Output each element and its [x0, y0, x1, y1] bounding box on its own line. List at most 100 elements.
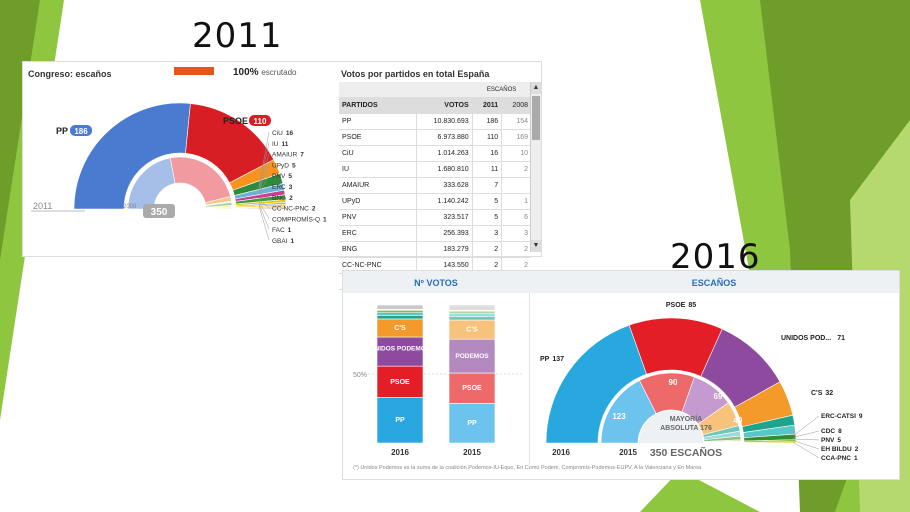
scrollbar-thumb[interactable] — [532, 96, 540, 140]
leader-line — [792, 415, 820, 437]
panel-2016: Nº VOTOS ESCAÑOS 50% PP PSOE UNIDOS PODEMOS… — [342, 270, 900, 480]
table-row: ERC 256.393 3 3 — [339, 225, 531, 242]
leader-line — [258, 153, 270, 191]
cell-seats-2008: 2 — [501, 241, 531, 258]
scrutiny-value: 100% — [233, 67, 259, 78]
seat-badge — [249, 115, 271, 126]
cell-seats-2008: 3 — [501, 225, 531, 242]
cell-votes: 10.830.693 — [415, 113, 473, 130]
outer-label-party: PSOE — [666, 302, 686, 309]
side-label: UPyD 5 — [272, 162, 296, 169]
leader-line — [258, 131, 270, 187]
table-row: PNV 323.517 5 6 — [339, 209, 531, 226]
segment-label: C'S — [466, 327, 478, 334]
outer-label-seats: 32 — [825, 390, 833, 397]
cell-seats-2008: 10 — [501, 145, 531, 162]
outer-label-party: PSOE — [223, 116, 248, 126]
cell-seats-2011: 186 — [471, 113, 502, 130]
segment-label: PP — [395, 417, 405, 424]
cell-seats-2008: 2 — [501, 161, 531, 178]
cell-votes: 6.973.880 — [415, 129, 473, 146]
leader-line — [792, 430, 820, 438]
side-label-party: FAC — [272, 227, 285, 234]
outer-seat-label: PP 137 — [540, 356, 564, 363]
segment-label: UNIDOS PODEMOS — [370, 346, 431, 353]
leader-line — [258, 205, 270, 241]
cell-party: AMAIUR — [339, 177, 417, 194]
side-label-seats: 7 — [300, 152, 304, 159]
cell-party: PNV — [339, 209, 417, 226]
cell-seats-2011: 11 — [471, 161, 502, 178]
inner-seat-label: 123 — [612, 412, 626, 421]
cell-votes: 1.680.810 — [415, 161, 473, 178]
seats-2015-slice — [703, 440, 742, 443]
panel-header-bar — [343, 271, 899, 293]
cell-seats-2008 — [501, 177, 531, 194]
outer-label-seats: 137 — [552, 356, 564, 363]
cell-party: BNG — [339, 241, 417, 258]
outer-seat-label: CDC 8 — [821, 428, 842, 435]
leader-line — [258, 142, 270, 189]
leader-line — [792, 438, 820, 441]
side-label: PNV 5 — [272, 173, 292, 180]
outer-seat-label: ERC-CATSI 9 — [821, 413, 863, 420]
outer-label-party: CCA-PNC — [821, 455, 851, 462]
panel-2011: Congreso: escaños 100% escrutado Votos p… — [22, 61, 542, 290]
cell-votes: 1.140.242 — [415, 193, 473, 210]
segment-label: PSOE — [462, 385, 482, 392]
outer-label-seats: 110 — [254, 117, 267, 126]
cell-seats-2011: 3 — [471, 225, 502, 242]
majority-label: MAYORÍA — [670, 414, 702, 423]
charts-2016: 50% PP PSOE UNIDOS PODEMOS C'S 2016 PP PSOE PODE… — [353, 302, 863, 462]
bar-segment — [448, 304, 496, 311]
panel-title: Congreso: escaños — [28, 69, 112, 79]
votes-header: Nº VOTOS — [414, 278, 458, 288]
side-label: AMAIUR 7 — [272, 152, 304, 159]
scroll-up-icon[interactable]: ▲ — [531, 82, 541, 94]
side-label-party: IU — [272, 141, 279, 148]
outer-label-party: PP — [540, 356, 550, 363]
outer-label-seats: 1 — [854, 455, 858, 462]
side-label-party: COMPROMÍS-Q — [272, 214, 320, 223]
cell-seats-2008: 169 — [501, 129, 531, 146]
cell-party: IU — [339, 161, 417, 178]
inner-seat-label: 90 — [669, 378, 678, 387]
side-label-party: PNV — [272, 173, 286, 180]
bar-segment — [448, 403, 496, 444]
side-label-seats: 5 — [288, 173, 292, 180]
seats-2016-slice — [743, 441, 797, 444]
col-header-partidos: PARTIDOS — [339, 97, 417, 114]
footnote: (*) Unidos Podemos es la suma de la coal… — [353, 465, 702, 471]
seat-badge — [70, 125, 92, 136]
side-label-seats: 1 — [291, 238, 295, 245]
outer-label-party: PNV — [821, 437, 835, 444]
votes-table: ESCAÑOS PARTIDOS VOTOS 2011 2008 PP 10.83… — [339, 82, 531, 290]
cell-party: PSOE — [339, 129, 417, 146]
inner-seat-label: 69 — [714, 392, 723, 401]
bar-segment — [376, 336, 424, 367]
scrutiny-label: escrutado — [261, 68, 297, 77]
table-scrollbar[interactable]: ▲ ▼ — [530, 82, 541, 252]
outer-seat-label: UNIDOS POD... 71 — [781, 335, 845, 342]
outer-seat-label: EH BILDU 2 — [821, 446, 859, 453]
cell-votes: 1.014.263 — [415, 145, 473, 162]
side-label-party: BNG — [272, 195, 286, 202]
table-group-header: ESCAÑOS — [339, 82, 531, 98]
side-label: FAC 1 — [272, 227, 292, 234]
cell-seats-2008: 6 — [501, 209, 531, 226]
leader-line — [792, 440, 820, 450]
year-label-2011: 2011 — [192, 16, 283, 56]
outer-label-party: UNIDOS POD... — [781, 335, 831, 342]
outer-label-party: ERC-CATSI — [821, 413, 856, 420]
scroll-down-icon[interactable]: ▼ — [531, 240, 541, 252]
table-row: CC-NC-PNC 143.550 2 2 — [339, 257, 531, 274]
majority-center — [639, 411, 703, 443]
col-header-2011: 2011 — [471, 97, 502, 114]
table-row: UPyD 1.140.242 5 1 — [339, 193, 531, 210]
cell-party: UPyD — [339, 193, 417, 210]
bar-segment — [376, 312, 424, 316]
outer-label-seats: 85 — [688, 302, 696, 309]
side-label: CC-NC-PNC 2 — [272, 206, 316, 213]
bar-year-label: 2015 — [463, 448, 481, 457]
bar-segment — [376, 304, 424, 310]
